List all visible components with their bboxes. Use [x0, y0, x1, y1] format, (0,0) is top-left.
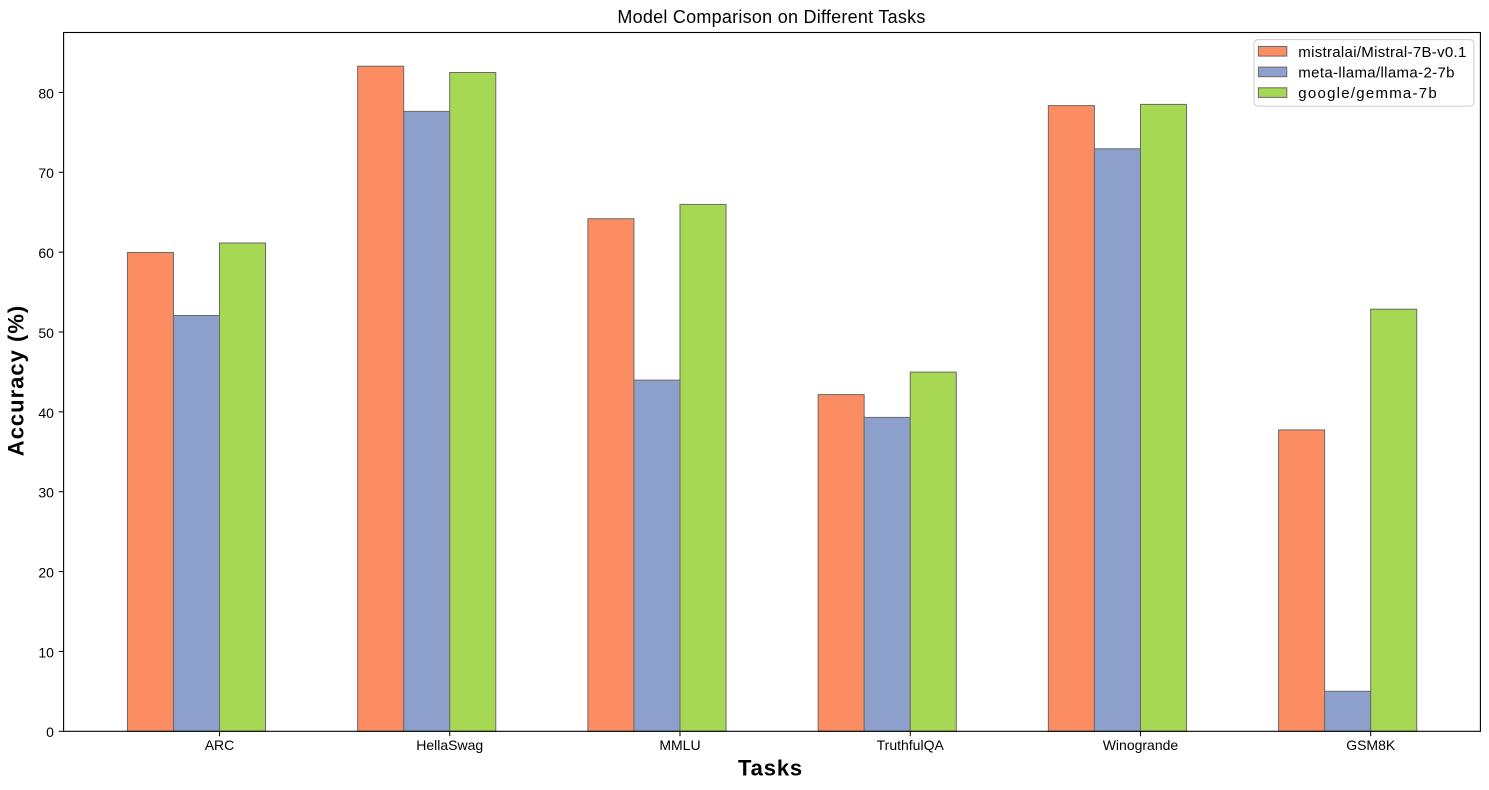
- svg-text:ARC: ARC: [205, 737, 235, 753]
- svg-text:20: 20: [38, 564, 54, 580]
- svg-text:Model Comparison on Different: Model Comparison on Different Tasks: [617, 7, 925, 27]
- svg-text:MMLU: MMLU: [659, 737, 700, 753]
- svg-text:HellaSwag: HellaSwag: [416, 737, 483, 753]
- svg-text:60: 60: [38, 245, 54, 261]
- svg-text:Accuracy (%): Accuracy (%): [4, 305, 29, 456]
- svg-text:40: 40: [38, 405, 54, 421]
- svg-text:google/gemma-7b: google/gemma-7b: [1298, 85, 1438, 102]
- svg-text:0: 0: [46, 724, 54, 740]
- svg-text:30: 30: [38, 485, 54, 501]
- svg-text:50: 50: [38, 325, 54, 341]
- svg-text:70: 70: [38, 165, 54, 181]
- svg-text:10: 10: [38, 644, 54, 660]
- svg-text:Tasks: Tasks: [738, 755, 803, 780]
- svg-text:Winogrande: Winogrande: [1103, 737, 1179, 753]
- svg-text:mistralai/Mistral-7B-v0.1: mistralai/Mistral-7B-v0.1: [1298, 44, 1466, 61]
- svg-text:GSM8K: GSM8K: [1346, 737, 1396, 753]
- svg-text:meta-llama/llama-2-7b: meta-llama/llama-2-7b: [1298, 64, 1455, 81]
- svg-text:80: 80: [38, 85, 54, 101]
- svg-text:TruthfulQA: TruthfulQA: [877, 737, 945, 753]
